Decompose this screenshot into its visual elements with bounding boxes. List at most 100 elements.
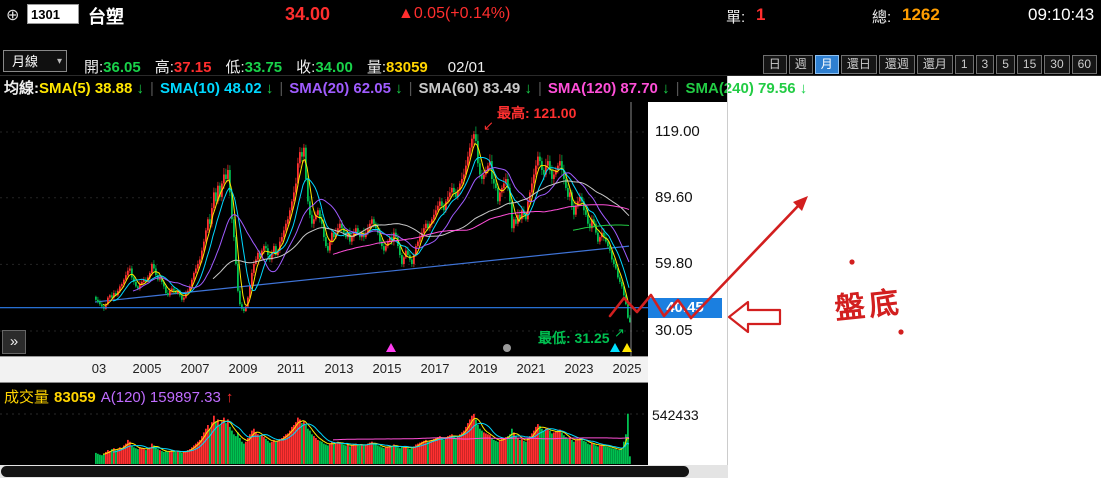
unit-value: 1	[756, 5, 766, 24]
period-button-月[interactable]: 月	[814, 55, 839, 74]
down-arrow-icon: ↓	[524, 80, 532, 97]
separator: |	[408, 80, 413, 97]
time-axis: 03 2005 2007 2009 2011 2013 2015 2017 2019 2021 20…	[0, 356, 648, 382]
separator: |	[279, 80, 284, 97]
total-label: 總:	[872, 9, 892, 26]
period-button-日[interactable]: 日	[762, 55, 787, 74]
price-change: ▲0.05(+0.14%)	[398, 5, 511, 22]
sma-line-240	[572, 224, 630, 231]
sma-line-10	[112, 157, 630, 302]
event-marker-triangle[interactable]	[386, 343, 396, 352]
y-axis-tick: 89.60	[655, 188, 693, 206]
price-axis: 40.45 119.00 89.60 59.80 30.05	[648, 102, 728, 356]
x-axis-tick: 2023	[564, 361, 594, 376]
event-marker-triangle[interactable]	[622, 343, 632, 352]
expand-button[interactable]: »	[2, 330, 26, 354]
volume-ma-10	[112, 420, 630, 453]
separator: |	[675, 80, 680, 97]
period-button-3[interactable]: 3	[975, 55, 995, 74]
high-label: 高:	[154, 59, 174, 76]
sma-legend-item: SMA(240) 79.56 ↓	[685, 80, 808, 97]
lowest-label: 最低: 31.25	[538, 330, 610, 346]
volume-value: 83059	[386, 59, 428, 76]
open-value: 36.05	[103, 59, 141, 76]
stock-code-input[interactable]	[27, 4, 79, 24]
sma-line-20	[132, 166, 630, 292]
volume-axis-label: 542433	[652, 407, 699, 423]
y-axis-tick: 119.00	[655, 123, 700, 140]
stock-name: 台塑	[88, 7, 124, 27]
candlestick-canvas[interactable]: 最高: 121.00↙ 最低: 31.25 ↗	[0, 102, 648, 356]
x-axis-tick: 2019	[468, 361, 498, 376]
x-axis-tick: 2005	[132, 361, 162, 376]
down-arrow-icon: ↓	[662, 80, 670, 97]
bar-date: 02/01	[447, 59, 486, 76]
sma-line-120	[332, 204, 630, 255]
sma-line-60	[212, 180, 630, 280]
event-marker-triangle[interactable]	[610, 343, 620, 352]
period-buttons: 日週月還日 還週 還月 1 3 5 15 30 60	[761, 55, 1097, 74]
x-axis-tick: 2011	[277, 361, 305, 376]
close-value: 34.00	[315, 59, 353, 76]
horizontal-scrollbar[interactable]	[0, 465, 728, 478]
unit-label: 單:	[726, 9, 746, 26]
x-axis-tick: 2009	[228, 361, 258, 376]
period-button-30[interactable]: 30	[1044, 55, 1070, 74]
separator: |	[150, 80, 154, 97]
sma-legend-item: SMA(5) 38.88 ↓	[39, 80, 145, 97]
period-button-週[interactable]: 週	[788, 55, 813, 74]
down-arrow-icon: ↓	[265, 80, 274, 97]
down-arrow-icon: ↓	[799, 80, 808, 97]
total-value: 1262	[902, 5, 940, 24]
timeframe-select[interactable]: 月線 ▾	[3, 50, 67, 72]
scrollbar-thumb[interactable]	[1, 466, 689, 477]
sma-legend-item: SMA(60) 83.49 ↓	[418, 80, 532, 97]
period-button-還週[interactable]: 還週	[878, 55, 915, 74]
sma-legend: 均線:SMA(5) 38.88 ↓ | SMA(10) 48.02 ↓ | SMA(20…	[0, 76, 807, 102]
clock: 09:10:43	[1028, 5, 1095, 24]
volume-canvas[interactable]	[0, 383, 648, 466]
volume-pane-label: 成交量	[4, 389, 50, 406]
down-arrow-icon: ↓	[136, 80, 145, 97]
y-axis-tick: 59.80	[655, 255, 693, 273]
price-badge: 40.45	[648, 297, 722, 318]
event-marker-circle[interactable]	[503, 344, 511, 352]
volume-chart[interactable]: 成交量 83059 A(120) 159897.33 ↑	[0, 382, 648, 465]
x-axis-tick: 2007	[180, 361, 210, 376]
open-label: 開:	[84, 59, 104, 76]
x-axis-tick: 2021	[516, 361, 546, 376]
down-arrow-icon: ↓	[395, 80, 403, 97]
volume-label: 量:	[366, 59, 387, 76]
x-axis-tick: 2013	[324, 361, 354, 376]
highest-label: 最高: 121.00	[497, 105, 577, 121]
period-button-1[interactable]: 1	[954, 55, 974, 74]
chevron-down-icon: ▾	[56, 56, 62, 67]
period-button-60[interactable]: 60	[1071, 55, 1097, 74]
last-price: 34.00	[285, 4, 331, 24]
period-button-還月[interactable]: 還月	[916, 55, 953, 74]
timeframe-label: 月線	[12, 54, 39, 69]
quote-bar: ⊕ 台塑 34.00 ▲0.05(+0.14%) 單: 1 總: 1262 09…	[0, 0, 1101, 31]
high-value: 37.15	[173, 59, 212, 76]
crosshair-plus-icon[interactable]: ⊕	[6, 7, 20, 24]
low-label: 低:	[225, 59, 245, 76]
period-button-還日[interactable]: 還日	[840, 55, 877, 74]
close-label: 收:	[296, 59, 316, 76]
sma-legend-item: SMA(20) 62.05 ↓	[289, 80, 403, 97]
volume-bars	[95, 413, 631, 464]
low-value: 33.75	[244, 59, 283, 76]
separator: |	[537, 80, 542, 97]
ohlc-readout: 開:36.05 高:37.15 低:33.75 收:34.00 量:83059 02/01	[84, 56, 485, 77]
price-chart[interactable]: 最高: 121.00 ↙ 最低: 31.25 ↗ »	[0, 102, 648, 356]
period-button-15[interactable]: 15	[1016, 55, 1043, 74]
ink-dot	[849, 259, 855, 265]
sma-prefix: 均線:	[4, 80, 39, 97]
y-axis-tick: 30.05	[655, 322, 693, 339]
highest-arrow-icon: ↙	[483, 118, 494, 133]
sma-legend-item: SMA(120) 87.70 ↓	[547, 80, 670, 97]
candles	[95, 126, 631, 323]
period-button-5[interactable]: 5	[996, 55, 1015, 74]
volume-ma-120	[332, 437, 629, 441]
x-axis-tick: 2025	[612, 361, 642, 376]
